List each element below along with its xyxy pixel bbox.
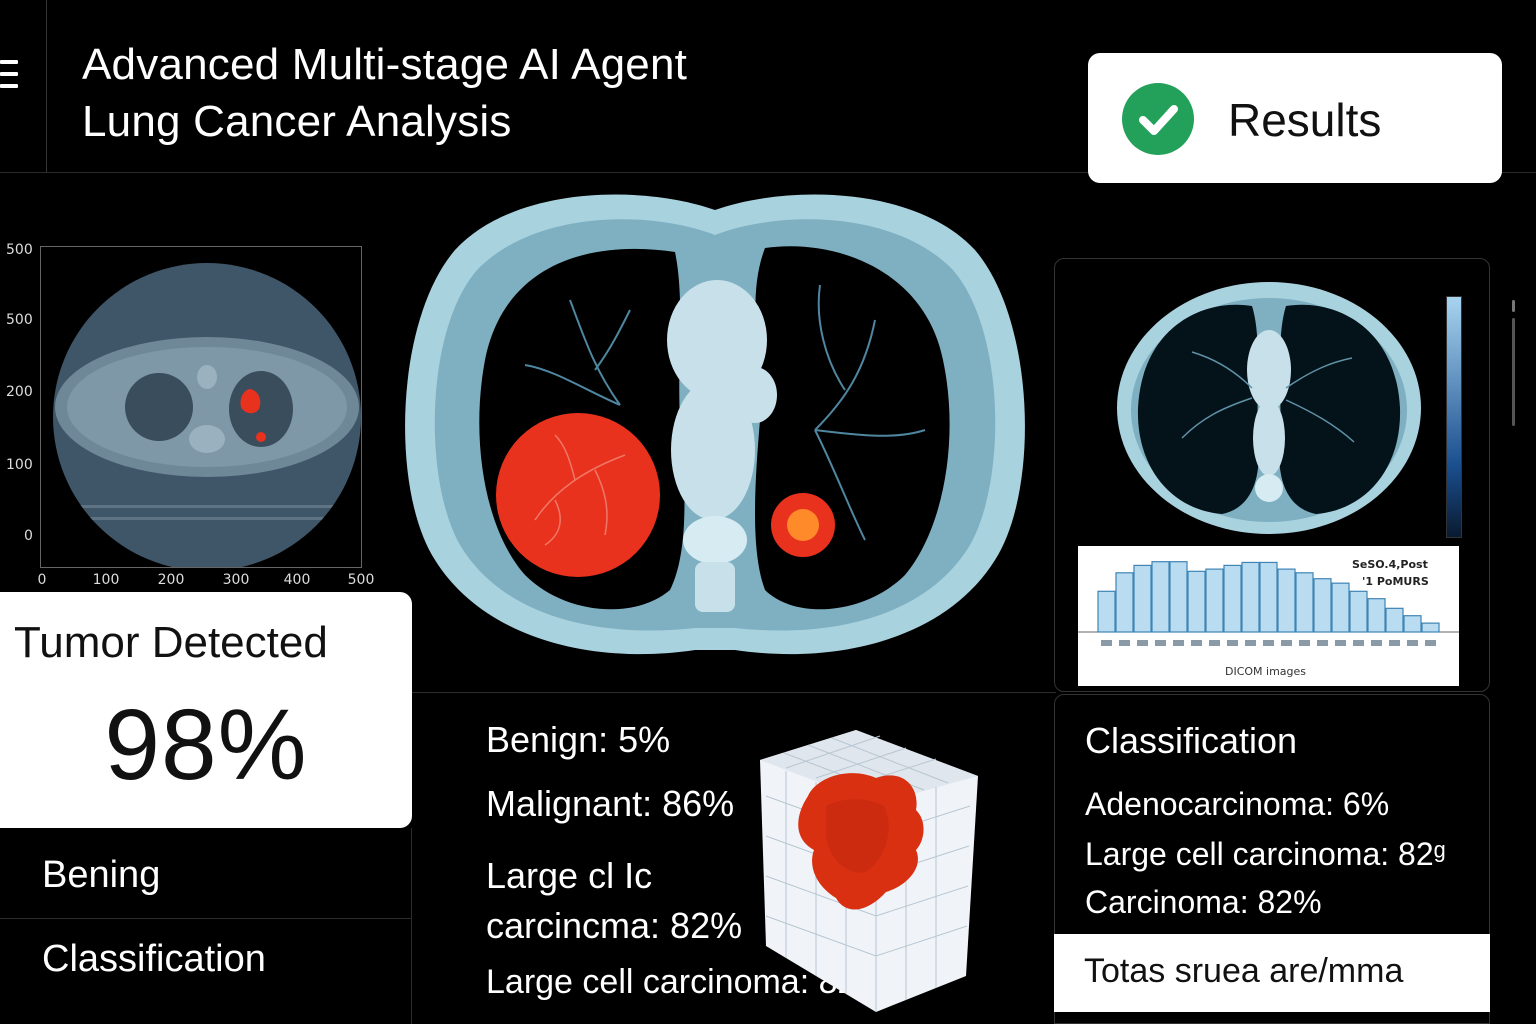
histogram-bar [1151,561,1170,633]
histogram-bar [1115,572,1134,633]
y-tick: 100 [6,457,33,473]
histogram-bar [1205,568,1224,633]
histogram-tick-label [1173,640,1184,646]
histogram-tick-label [1299,640,1310,646]
histogram-bar [1277,568,1296,633]
histogram-tick-label [1137,640,1148,646]
x-tick: 100 [92,572,120,588]
histogram-tick-label [1155,640,1166,646]
large-cell-result-line-1: Large cl Ic [486,855,653,896]
x-tick: 300 [222,572,250,588]
histogram-bar [1187,570,1206,633]
dicom-panel [1054,258,1490,692]
header-divider [46,0,47,172]
histogram-bar [1223,564,1242,633]
y-tick: 0 [24,528,33,544]
page-title-line-1: Advanced Multi-stage AI Agent [82,40,688,89]
classification-item: Carcinoma: 82% [1085,884,1322,920]
histogram-tick-label [1263,640,1274,646]
x-tick: 0 [37,572,47,588]
histogram-bar [1295,572,1314,633]
tumor-detected-card: Tumor Detected 98% [0,592,412,828]
histogram-tick-label [1245,640,1256,646]
tumor-highlight [496,413,660,577]
center-divider [412,692,1056,693]
menu-icon[interactable] [0,58,20,92]
histogram-legend-line-2: '1 PoMURS [1362,575,1429,588]
histogram-tick-label [1335,640,1346,646]
histogram-bar [1169,561,1188,633]
classification-item: Large cell carcinoma: 82ᶢ [1085,836,1446,872]
left-list-divider [411,828,412,1024]
histogram-bar [1313,578,1332,633]
histogram-tick-label [1371,640,1382,646]
histogram-bar [1259,561,1278,633]
histogram-legend-line-1: SeSO.4,Post [1352,558,1428,571]
ct-scan-plot [40,246,362,568]
histogram-bar [1385,607,1404,633]
histogram-tick-label [1425,640,1436,646]
list-divider [0,918,412,919]
intensity-colorbar [1446,296,1462,538]
ct-scan-secondary [1117,282,1421,534]
histogram-bar [1367,598,1386,633]
histogram-bar [1421,622,1440,633]
header-divider-horizontal [0,172,1536,173]
histogram-bar [1403,615,1422,633]
x-tick: 500 [347,572,375,588]
histogram-tick-label [1101,640,1112,646]
tumor-marker [240,389,261,414]
tumor-detected-title: Tumor Detected [14,618,328,667]
histogram-tick-label [1353,640,1364,646]
list-item-classification[interactable]: Classification [42,938,266,980]
histogram-tick-label [1209,640,1220,646]
y-tick: 200 [6,384,33,400]
histogram-chart [1078,561,1459,646]
histogram-bar [1331,582,1350,633]
results-label: Results [1228,94,1382,146]
histogram-bar [1349,590,1368,633]
classification-footer-text: Totas sruea are/mma [1084,952,1404,990]
histogram-tick-label [1389,640,1400,646]
classification-item: Adenocarcinoma: 6% [1085,786,1390,822]
tumor-marker [256,432,266,442]
histogram-bar [1241,561,1260,633]
results-button[interactable]: Results [1088,53,1502,183]
page-title-line-2: Lung Cancer Analysis [82,97,512,146]
histogram-tick-label [1119,640,1130,646]
histogram-tick-label [1407,640,1418,646]
histogram-bar [1097,590,1116,633]
list-item-bening[interactable]: Bening [42,854,161,896]
classification-title: Classification [1085,720,1298,761]
histogram-tick-label [1281,640,1292,646]
histogram-bar [1133,564,1152,633]
x-tick: 400 [283,572,311,588]
dicom-histogram: SeSO.4,Post '1 PoMURS DICOM images [1078,546,1459,686]
ct-scan-thumbnail [53,263,361,567]
histogram-tick-label [1227,640,1238,646]
ct-scan-main [405,194,1025,655]
histogram-x-label: DICOM images [1225,665,1307,678]
x-tick: 200 [157,572,185,588]
histogram-tick-label [1317,640,1328,646]
benign-result: Benign: 5% [486,719,671,760]
y-tick: 500 [6,312,33,328]
large-cell-result-line-2: carcincma: 82% [486,905,743,946]
3d-tumor-model [760,730,978,1012]
scrollbar[interactable] [1510,300,1518,430]
tumor-detected-value: 98% [104,689,308,801]
classification-footer[interactable]: Totas sruea are/mma [1054,934,1490,1012]
check-circle-icon [1122,83,1194,155]
malignant-result: Malignant: 86% [486,783,735,824]
y-tick: 500 [6,242,33,258]
page-title: Advanced Multi-stage AI Agent Lung Cance… [82,36,687,150]
histogram-tick-label [1191,640,1202,646]
